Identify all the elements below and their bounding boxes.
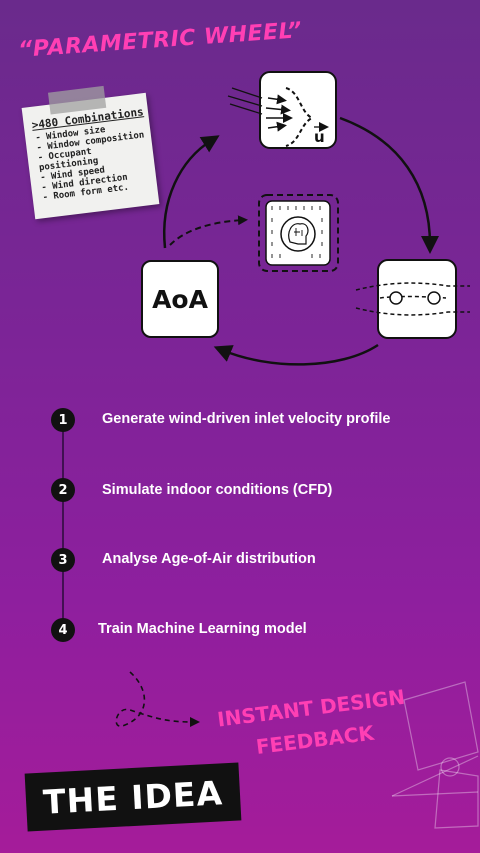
dashed-scribble-arrow xyxy=(115,671,200,727)
step-number-2: 2 xyxy=(51,478,75,502)
velocity-symbol: u xyxy=(314,128,325,146)
step-label-4: Train Machine Learning model xyxy=(98,621,307,637)
aoa-label: AoA xyxy=(152,284,208,314)
aoa-box: AoA xyxy=(141,260,219,338)
arrow-aoa-to-inlet xyxy=(163,135,220,249)
step-number-1: 1 xyxy=(51,408,75,432)
the-idea-label: THE IDEA xyxy=(42,772,224,822)
arrow-inlet-to-cfd xyxy=(339,116,439,254)
cfd-room-box xyxy=(377,259,457,339)
step-label-3: Analyse Age-of-Air distribution xyxy=(102,551,316,567)
occupant-icon xyxy=(427,291,441,305)
ml-model-box xyxy=(258,194,339,272)
step-label-2: Simulate indoor conditions (CFD) xyxy=(102,482,333,498)
vector-field-icon xyxy=(271,206,323,258)
the-idea-banner: THE IDEA xyxy=(24,762,242,832)
step-number-3: 3 xyxy=(51,548,75,572)
dashed-arrow-to-ml xyxy=(169,215,248,246)
step-number-4: 4 xyxy=(51,618,75,642)
occupant-icon xyxy=(389,291,403,305)
decorative-outline-shapes xyxy=(391,681,479,829)
arrow-cfd-to-aoa xyxy=(213,343,379,366)
brain-icon xyxy=(280,216,316,252)
step-label-1: Generate wind-driven inlet velocity prof… xyxy=(102,411,391,427)
